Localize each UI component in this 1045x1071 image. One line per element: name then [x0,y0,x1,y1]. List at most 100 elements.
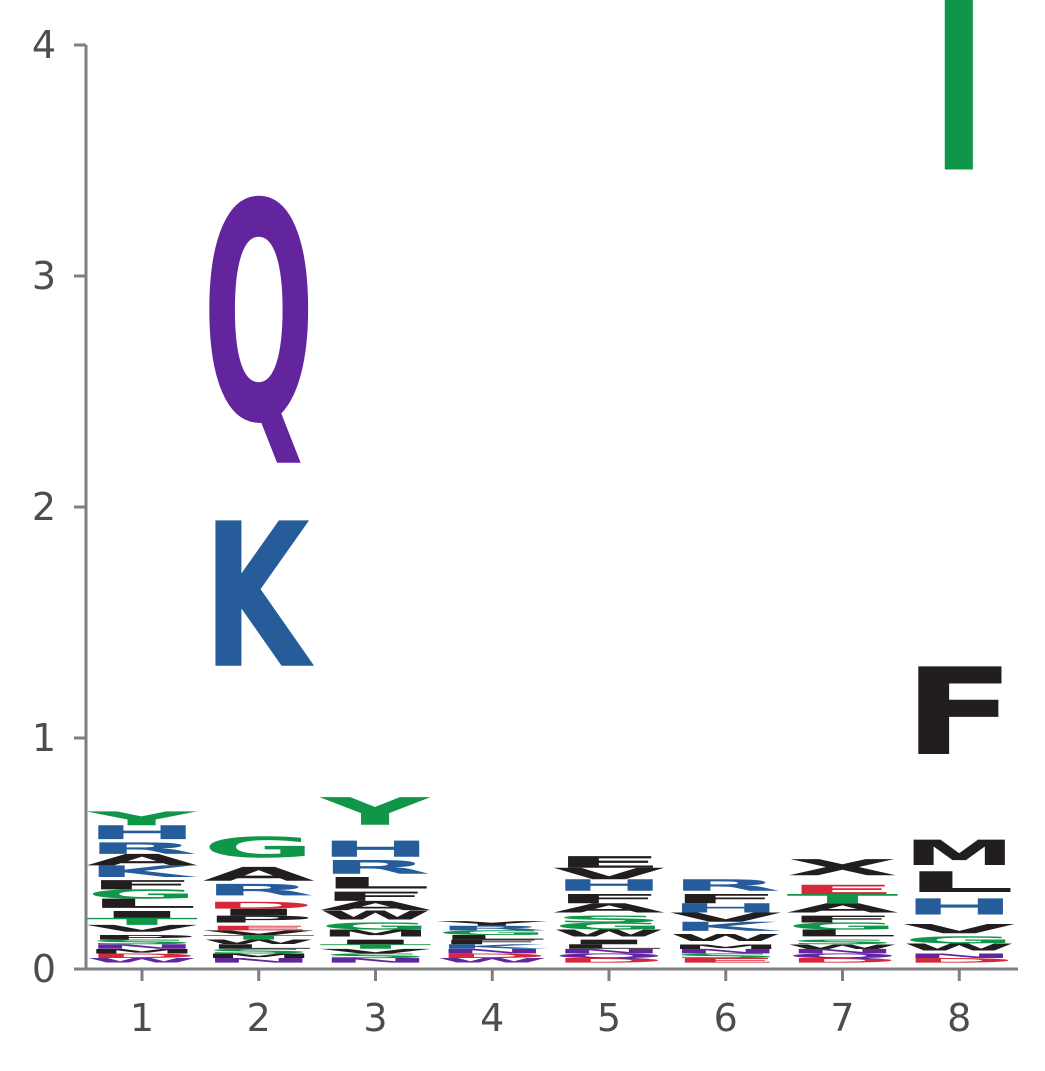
logo-letter-G: G [903,935,1015,946]
logo-letter-W: W [203,938,315,945]
logo-letter-S: S [553,914,665,925]
logo-letter-P: P [86,934,198,941]
logo-letter-D: D [787,957,899,964]
logo-letter-K: K [436,943,548,950]
logo-letter-G: G [787,921,899,932]
logo-letter-L: L [903,866,1015,899]
logo-letter-E: E [553,853,665,871]
logo-letter-S: S [320,952,432,959]
x-axis: 1 2 3 4 5 6 7 8 [86,967,1018,1040]
logo-letter-Y: Y [85,808,199,830]
logo-letter-N: N [203,957,315,964]
logo-letter-S: S [670,952,782,959]
x-tick-label: 1 [130,996,154,1040]
logo-letter-S: S [203,948,315,955]
logo-letter-E: E [787,882,899,897]
logo-letter-L: L [203,943,315,950]
logo-letter-T: T [86,916,198,927]
logo-letter-K: K [203,482,315,713]
logo-letter-V: V [320,948,432,955]
logo-letter-F: F [320,889,432,904]
logo-letter-W: W [436,957,548,964]
y-tick-label: 1 [32,716,56,760]
logo-letter-E: E [203,924,315,931]
logo-letter-L: L [86,896,198,911]
logo-letter-I: I [320,938,432,945]
logo-letter-I: I [203,907,315,918]
logo-letter-G: G [436,929,548,936]
logo-letter-D: D [203,900,315,911]
logo-letter-N: N [903,952,1015,959]
logo-letter-L: L [320,874,432,892]
logo-letter-H: H [320,836,432,862]
logo-letter-G: G [203,831,315,864]
logo-letter-H: H [86,821,198,843]
logo-letter-V: V [903,922,1015,937]
logo-letter-D: D [553,957,665,964]
logo-letter-H: H [553,876,665,894]
logo-letter-W: W [670,932,782,943]
logo-letter-Y: Y [435,920,548,927]
logo-letter-F: F [436,938,548,945]
logo-letter-F: F [903,643,1015,783]
logo-letter-V: V [553,865,665,883]
logo-letter-R: R [670,876,782,894]
x-tick-label: 3 [363,996,387,1040]
logo-letter-R: R [86,839,198,857]
logo-letter-S: S [787,938,899,945]
logo-letter-M: M [903,833,1015,874]
logo-letter-F: F [553,892,665,907]
logo-letter-M: M [670,943,782,950]
logo-letter-N: N [553,948,665,955]
logo-letter-A: A [86,851,198,869]
logo-letter-K: K [86,862,198,880]
logo-letter-L: L [787,928,899,939]
logo-letter-A: A [553,901,665,916]
logo-letter-K: K [670,919,783,934]
logo-letter-W: W [903,942,1015,953]
logo-letter-W: W [553,928,665,939]
logo-letter-V: V [203,929,315,936]
logo-letter-N: N [86,943,198,950]
logo-letter-T: T [320,943,432,950]
logo-letter-N: N [320,957,432,964]
logo-letter-Q: Q [787,952,899,959]
x-tick-label: 8 [947,996,971,1040]
logo-letter-G: G [86,887,198,902]
x-tick-label: 6 [714,996,738,1040]
logo-letter-Q: Q [553,952,665,959]
logo-letter-V: V [86,923,198,934]
logo-letter-E: E [670,957,782,964]
logo-letter-H: H [670,901,782,916]
logo-letter-X: X [787,855,899,881]
logo-letter-P: P [203,914,315,925]
logo-letter-Y: Y [318,790,430,834]
logo-letter-D: D [903,957,1015,964]
y-axis: 0 1 2 3 4 [32,23,88,991]
logo-letter-G: G [320,921,432,932]
logo-letter-S: S [86,938,198,945]
logo-letter-F: F [86,878,198,893]
logo-letter-M: M [203,952,315,959]
y-tick-label: 2 [32,485,56,529]
logo-letter-W: W [787,943,899,950]
logo-letter-A: A [320,899,432,914]
logo-letter-I: I [553,938,665,945]
logo-letter-T: T [787,892,899,907]
logo-letter-T: T [203,934,315,941]
logo-letter-N: N [670,948,782,955]
x-tick-label: 4 [480,996,504,1040]
logo-letter-N: N [436,948,548,955]
x-tick-label: 5 [597,996,621,1040]
logo-letter-W: W [86,957,198,964]
letter-stacks: WDMNSPVTILGFKARHYNMSLWTVEPIDRAGKQNSVTIMG… [85,0,1016,964]
logo-letter-I: I [86,909,198,920]
y-tick-label: 3 [32,254,56,298]
logo-letter-M: M [320,928,432,939]
